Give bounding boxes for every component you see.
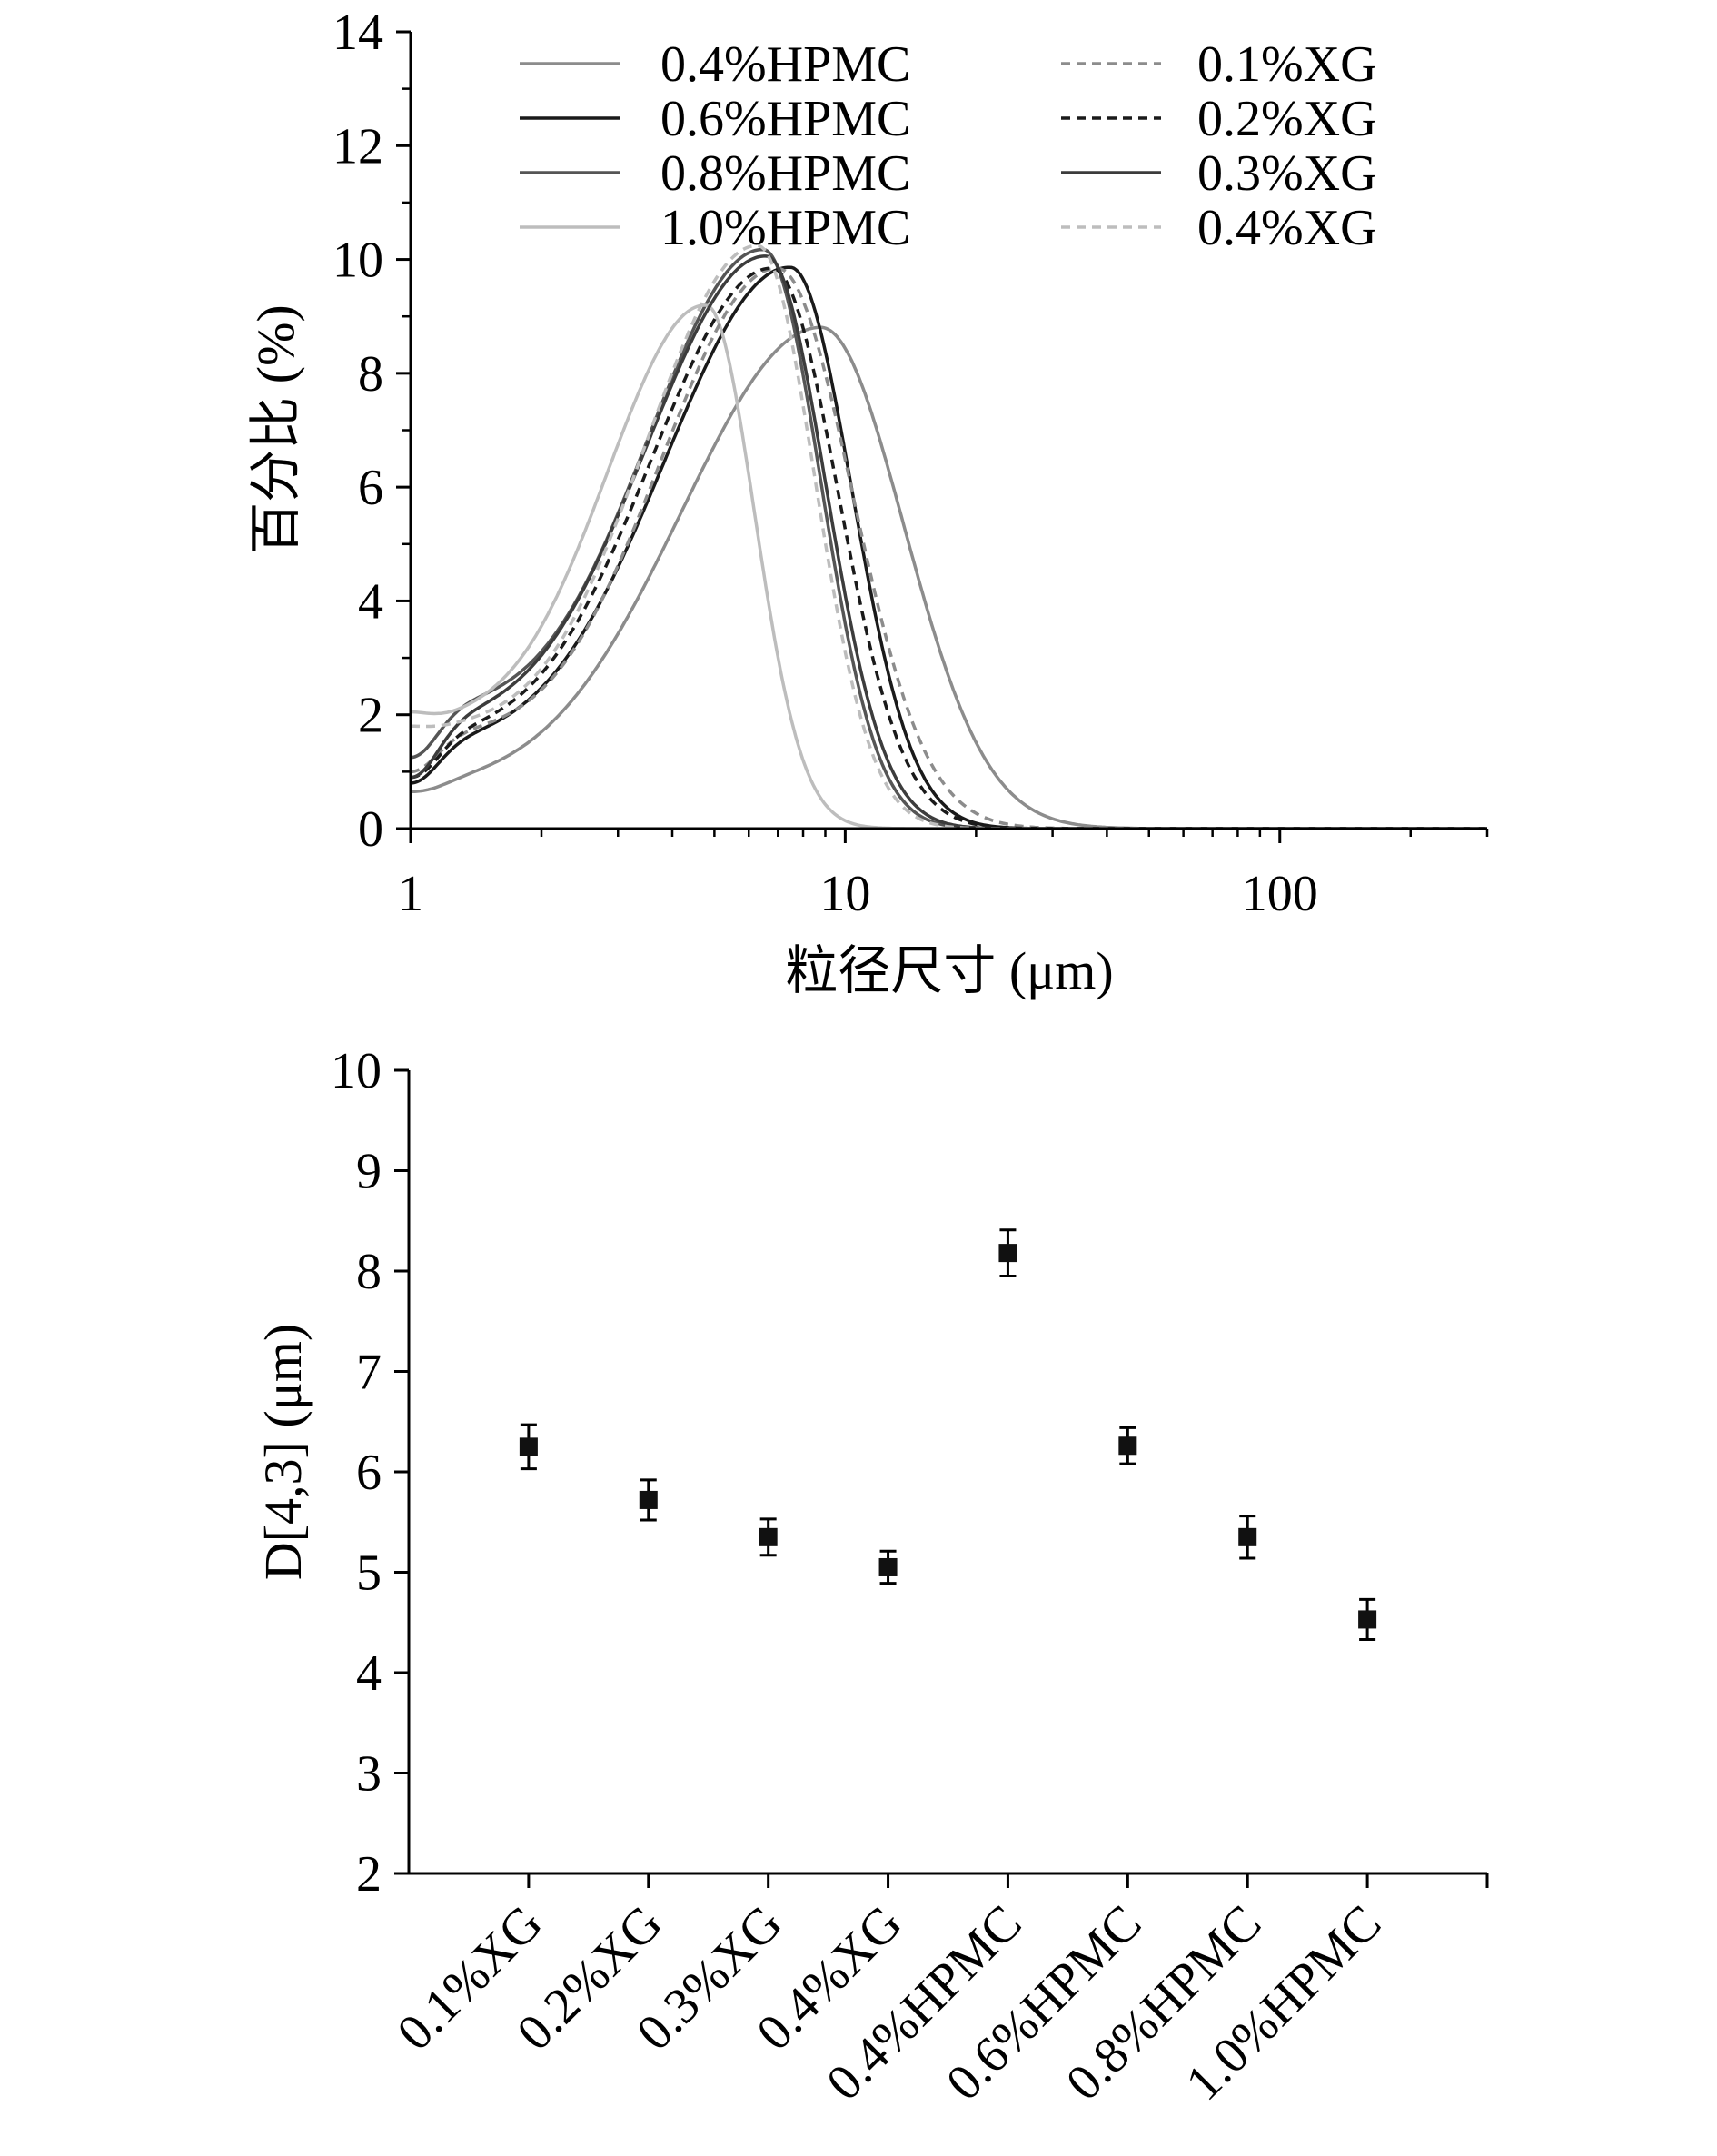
marker [1358,1610,1377,1629]
d43-axes [407,1070,1487,1875]
data-point-1.0%HPMC [1358,1597,1377,1642]
x-ticks: 0.1%XG0.2%XG0.3%XG0.4%XG0.4%HPMC0.6%HPMC… [387,1873,1489,2111]
y-ticks: 2 3 4 5 6 7 8 9 10 [331,1043,409,1903]
marker [1238,1527,1257,1546]
series-line-0.8%HPMC [410,247,1487,830]
data-point-0.6%HPMC [1118,1426,1137,1465]
y-tick-label: 14 [332,5,383,61]
x-tick-label: 100 [1242,866,1318,922]
y-tick-label: 10 [332,233,383,289]
x-ticks: 1 10 100 [398,829,1489,922]
series-line-0.3%XG [410,254,1487,830]
x-axis-label: 粒径尺寸 (μm) [785,941,1113,1000]
y-tick-label: 4 [358,573,383,630]
marker [519,1437,538,1456]
y-axis-label: 百分比 (%) [246,304,305,554]
y-tick-label: 2 [358,688,383,744]
y-tick-label: 8 [358,346,383,402]
data-point-0.3%XG [759,1517,778,1557]
x-tick-label: 10 [819,866,870,922]
legend-label: 0.4%HPMC [660,36,910,93]
legend-label: 0.2%XG [1197,91,1377,147]
data-points [519,1228,1377,1642]
series-line-0.4%XG [410,243,1487,830]
data-point-0.4%HPMC [998,1228,1017,1278]
series-line-0.6%HPMC [410,265,1487,830]
d43-chart: 2 3 4 5 6 7 8 9 10 0.1%XG0.2%XG0.3%XG0.4%XG0.4%H… [253,1043,1489,2111]
legend-label: 0.4%XG [1197,200,1377,256]
data-point-0.8%HPMC [1238,1515,1257,1560]
distribution-lines [410,243,1487,830]
y-tick-label: 7 [356,1345,382,1401]
data-point-0.1%XG [519,1423,538,1471]
marker [878,1557,898,1576]
y-tick-label: 8 [356,1244,382,1300]
legend-label: 0.8%HPMC [660,145,910,202]
marker [639,1490,658,1509]
y-ticks: 0 2 4 6 8 10 12 14 [332,5,411,858]
legend-label: 1.0%HPMC [660,200,910,256]
y-tick-label: 12 [332,118,383,174]
series-line-1.0%HPMC [411,303,1487,830]
marker [998,1244,1017,1263]
marker [759,1527,778,1546]
y-tick-label: 4 [356,1645,382,1702]
size-distribution-chart: 0 2 4 6 8 10 12 14 1 10 100 0.4%HPMC0.6%HPMC0.8%H… [246,5,1489,1000]
legend-label: 0.1%XG [1197,36,1377,93]
marker [1118,1436,1137,1456]
legend: 0.4%HPMC0.6%HPMC0.8%HPMC1.0%HPMC0.1%XG0.… [520,36,1377,256]
y-tick-label: 6 [356,1445,382,1501]
data-point-0.2%XG [639,1478,658,1522]
legend-label: 0.3%XG [1197,145,1377,202]
y-tick-label: 2 [356,1846,382,1903]
y-tick-label: 6 [358,460,383,516]
legend-label: 0.6%HPMC [660,91,910,147]
y-tick-label: 10 [331,1043,382,1099]
series-line-0.4%HPMC [411,325,1487,830]
series-line-0.1%XG [410,266,1487,830]
y-tick-label: 3 [356,1746,382,1803]
data-point-0.4%XG [878,1549,898,1585]
series-line-0.2%XG [410,266,1487,830]
y-axis-label: D[4,3] (μm) [253,1324,313,1580]
y-tick-label: 0 [358,801,383,858]
x-tick-label: 1 [398,866,423,922]
y-tick-label: 9 [356,1144,382,1200]
y-tick-label: 5 [356,1545,382,1602]
